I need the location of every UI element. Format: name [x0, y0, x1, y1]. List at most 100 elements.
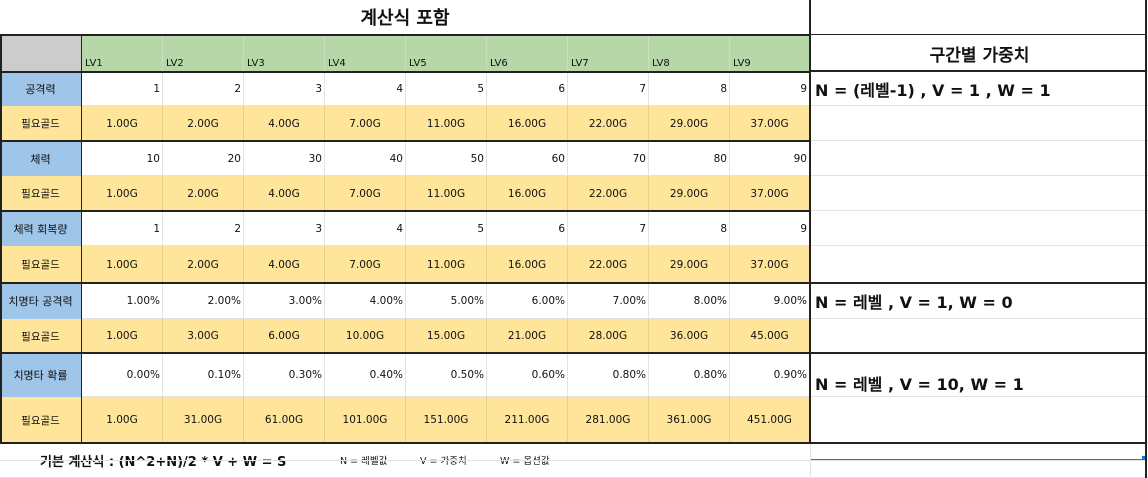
gold-value[interactable]: 1.00G: [82, 397, 163, 443]
w-definition[interactable]: W = 옵션값: [500, 456, 550, 467]
selected-cell[interactable]: [810, 443, 1146, 460]
gold-value[interactable]: 7.00G: [325, 246, 406, 283]
gold-value[interactable]: 11.00G: [406, 176, 487, 211]
stat-value[interactable]: 6.00%: [487, 283, 568, 319]
gold-value[interactable]: 361.00G: [649, 397, 730, 443]
gold-value[interactable]: 11.00G: [406, 106, 487, 141]
gold-label[interactable]: 필요골드: [0, 397, 82, 443]
level-header-5[interactable]: LV5: [406, 35, 487, 71]
gold-value[interactable]: 22.00G: [568, 246, 649, 283]
stat-value[interactable]: 8.00%: [649, 283, 730, 319]
gold-value[interactable]: 15.00G: [406, 319, 487, 353]
stat-label[interactable]: 치명타 공격력: [0, 283, 82, 319]
n-definition[interactable]: N = 레벨값: [340, 456, 388, 467]
gold-value[interactable]: 2.00G: [163, 176, 244, 211]
gold-value[interactable]: 211.00G: [487, 397, 568, 443]
stat-value[interactable]: 4: [325, 72, 406, 106]
stat-value[interactable]: 7.00%: [568, 283, 649, 319]
stat-value[interactable]: 1: [82, 211, 163, 246]
gold-value[interactable]: 281.00G: [568, 397, 649, 443]
level-header-1[interactable]: LV1: [82, 35, 163, 71]
stat-value[interactable]: 5: [406, 211, 487, 246]
gold-value[interactable]: 37.00G: [730, 176, 810, 211]
base-formula[interactable]: 기본 계산식 : (N^2+N)/2 * V + W = S: [40, 454, 287, 470]
gold-value[interactable]: 4.00G: [244, 176, 325, 211]
stat-value[interactable]: 2: [163, 211, 244, 246]
stat-value[interactable]: 0.80%: [649, 353, 730, 397]
stat-value[interactable]: 70: [568, 141, 649, 176]
gold-value[interactable]: 7.00G: [325, 176, 406, 211]
gold-value[interactable]: 29.00G: [649, 176, 730, 211]
gold-value[interactable]: 1.00G: [82, 176, 163, 211]
gold-value[interactable]: 4.00G: [244, 246, 325, 283]
gold-value[interactable]: 151.00G: [406, 397, 487, 443]
gold-value[interactable]: 61.00G: [244, 397, 325, 443]
gold-value[interactable]: 36.00G: [649, 319, 730, 353]
stat-value[interactable]: 0.30%: [244, 353, 325, 397]
stat-value[interactable]: 5.00%: [406, 283, 487, 319]
stat-value[interactable]: 0.80%: [568, 353, 649, 397]
gold-value[interactable]: 451.00G: [730, 397, 810, 443]
stat-label[interactable]: 치명타 확률: [0, 353, 82, 397]
gold-value[interactable]: 16.00G: [487, 106, 568, 141]
weights-title[interactable]: 구간별 가중치: [929, 45, 1030, 66]
formula-section-1[interactable]: N = (레벨-1) , V = 1 , W = 1: [815, 80, 1051, 100]
gold-value[interactable]: 37.00G: [730, 106, 810, 141]
stat-value[interactable]: 5: [406, 72, 487, 106]
stat-value[interactable]: 6: [487, 211, 568, 246]
gold-value[interactable]: 4.00G: [244, 106, 325, 141]
stat-value[interactable]: 0.60%: [487, 353, 568, 397]
gold-value[interactable]: 37.00G: [730, 246, 810, 283]
level-header-6[interactable]: LV6: [487, 35, 568, 71]
gold-value[interactable]: 16.00G: [487, 176, 568, 211]
stat-label[interactable]: 체력: [0, 141, 82, 176]
gold-value[interactable]: 31.00G: [163, 397, 244, 443]
stat-value[interactable]: 6: [487, 72, 568, 106]
gold-value[interactable]: 6.00G: [244, 319, 325, 353]
stat-value[interactable]: 2: [163, 72, 244, 106]
stat-value[interactable]: 0.10%: [163, 353, 244, 397]
stat-value[interactable]: 10: [82, 141, 163, 176]
selection-handle[interactable]: [1142, 456, 1147, 461]
level-header-8[interactable]: LV8: [649, 35, 730, 71]
gold-value[interactable]: 2.00G: [163, 106, 244, 141]
stat-value[interactable]: 80: [649, 141, 730, 176]
gold-value[interactable]: 1.00G: [82, 246, 163, 283]
header-corner[interactable]: [0, 35, 82, 71]
formula-section-2[interactable]: N = 레벨 , V = 1, W = 0: [815, 293, 1013, 312]
stat-value[interactable]: 3: [244, 72, 325, 106]
stat-value[interactable]: 60: [487, 141, 568, 176]
stat-value[interactable]: 7: [568, 211, 649, 246]
stat-value[interactable]: 0.50%: [406, 353, 487, 397]
stat-value[interactable]: 8: [649, 211, 730, 246]
gold-value[interactable]: 29.00G: [649, 246, 730, 283]
stat-label[interactable]: 체력 회복량: [0, 211, 82, 246]
gold-value[interactable]: 22.00G: [568, 106, 649, 141]
stat-value[interactable]: 1: [82, 72, 163, 106]
stat-value[interactable]: 30: [244, 141, 325, 176]
stat-value[interactable]: 20: [163, 141, 244, 176]
stat-value[interactable]: 0.40%: [325, 353, 406, 397]
gold-value[interactable]: 45.00G: [730, 319, 810, 353]
level-header-4[interactable]: LV4: [325, 35, 406, 71]
formula-section-3[interactable]: N = 레벨 , V = 10, W = 1: [815, 375, 1024, 394]
level-header-9[interactable]: LV9: [730, 35, 810, 71]
level-header-2[interactable]: LV2: [163, 35, 244, 71]
gold-value[interactable]: 29.00G: [649, 106, 730, 141]
gold-value[interactable]: 3.00G: [163, 319, 244, 353]
gold-value[interactable]: 22.00G: [568, 176, 649, 211]
gold-value[interactable]: 1.00G: [82, 106, 163, 141]
gold-value[interactable]: 2.00G: [163, 246, 244, 283]
stat-value[interactable]: 50: [406, 141, 487, 176]
gold-value[interactable]: 101.00G: [325, 397, 406, 443]
gold-value[interactable]: 21.00G: [487, 319, 568, 353]
stat-value[interactable]: 0.00%: [82, 353, 163, 397]
stat-value[interactable]: 0.90%: [730, 353, 810, 397]
level-header-3[interactable]: LV3: [244, 35, 325, 71]
v-definition[interactable]: V = 가중치: [420, 456, 467, 467]
stat-value[interactable]: 9: [730, 72, 810, 106]
stat-value[interactable]: 8: [649, 72, 730, 106]
gold-value[interactable]: 7.00G: [325, 106, 406, 141]
gold-label[interactable]: 필요골드: [0, 176, 82, 211]
stat-value[interactable]: 4.00%: [325, 283, 406, 319]
